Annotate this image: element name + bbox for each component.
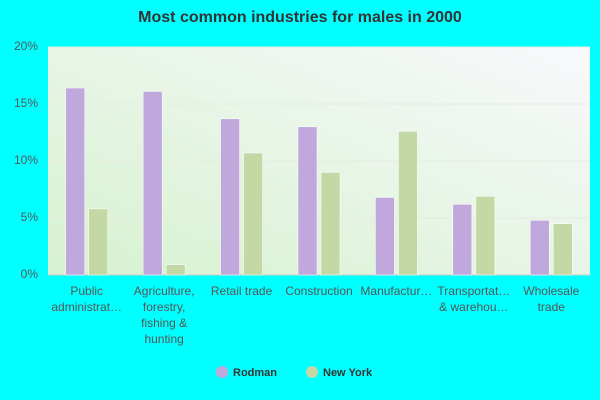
x-tick-label-line: trade <box>538 300 566 314</box>
x-tick-label-line: Retail trade <box>211 284 273 298</box>
bar <box>220 118 240 276</box>
y-tick-label: 10% <box>14 153 38 167</box>
bar <box>165 264 186 276</box>
legend-label: Rodman <box>233 367 277 379</box>
bar <box>475 196 496 276</box>
bar <box>297 126 318 276</box>
bar <box>530 220 550 276</box>
x-tick-label-line: administrat… <box>51 300 122 314</box>
legend-label: New York <box>323 367 373 379</box>
x-tick-label-line: hunting <box>144 332 183 346</box>
bar <box>375 197 395 276</box>
legend-swatch <box>306 366 318 378</box>
x-tick-label: Agriculture, forestry, fishing & hunting <box>134 284 195 346</box>
bar <box>65 87 85 276</box>
legend-swatch <box>216 366 228 378</box>
x-tick-label-line: Construction <box>285 284 352 298</box>
x-tick-label: Transportat… & warehou… <box>437 284 510 314</box>
x-tick-label-line: & warehou… <box>439 300 508 314</box>
y-tick-label: 0% <box>21 267 39 281</box>
y-tick-label: 15% <box>14 96 38 110</box>
bar <box>553 223 573 276</box>
bar <box>142 91 163 276</box>
x-tick-label-line: fishing & <box>141 316 187 330</box>
x-tick-label: Retail trade <box>211 284 273 298</box>
x-tick-label: Public administrat… <box>51 284 122 314</box>
x-tick-label-line: Transportat… <box>437 284 510 298</box>
y-tick-label: 5% <box>21 210 39 224</box>
bar <box>398 131 418 276</box>
x-tick-label-line: Wholesale <box>523 284 579 298</box>
x-tick-label-line: Public <box>70 284 103 298</box>
x-tick-label: Manufactur… <box>360 284 432 298</box>
chart-title: Most common industries for males in 2000 <box>138 9 462 26</box>
x-tick-label: Construction <box>285 284 352 298</box>
x-tick-label-line: forestry, <box>143 300 185 314</box>
bar <box>88 208 108 276</box>
x-tick-label: Wholesale trade <box>523 284 579 314</box>
bar <box>243 152 263 276</box>
bar <box>452 204 473 276</box>
bar <box>320 172 341 276</box>
x-tick-label-line: Manufactur… <box>360 284 432 298</box>
y-tick-label: 20% <box>14 39 38 53</box>
x-tick-label-line: Agriculture, <box>134 284 195 298</box>
